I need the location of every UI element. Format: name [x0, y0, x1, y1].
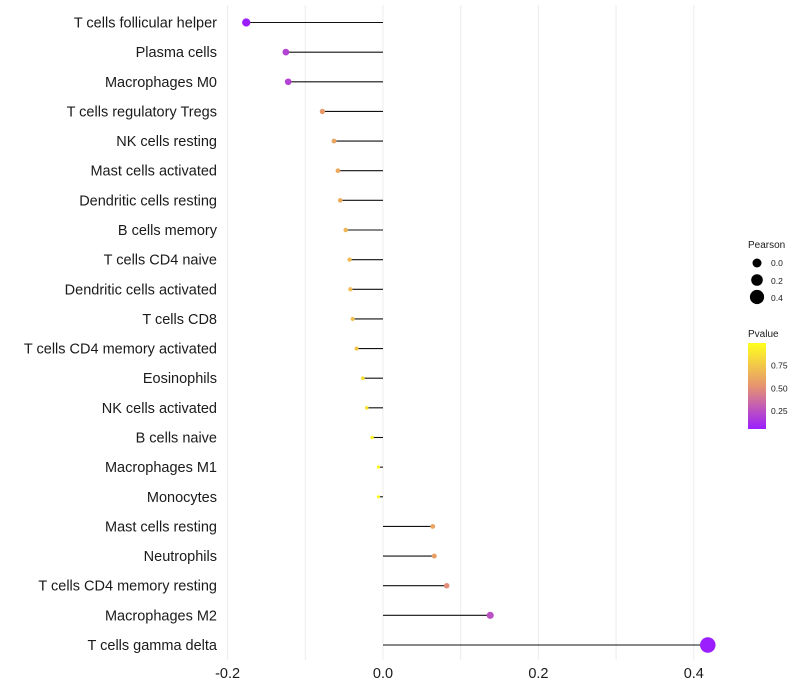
category-label: Macrophages M1 — [105, 460, 217, 476]
size-legend-dot — [752, 258, 762, 268]
color-legend-label: 0.50 — [771, 383, 788, 393]
data-point — [282, 48, 290, 56]
data-point — [347, 257, 352, 262]
x-tick-label: 0.2 — [528, 666, 548, 682]
size-legend-label: 0.0 — [771, 258, 783, 268]
data-point — [370, 435, 374, 440]
category-label: Mast cells resting — [105, 519, 217, 535]
category-label: NK cells activated — [102, 401, 217, 417]
data-point — [335, 168, 341, 174]
data-point — [486, 611, 494, 619]
category-label: Mast cells activated — [90, 164, 217, 180]
category-label: B cells memory — [118, 223, 218, 239]
category-label: T cells follicular helper — [74, 16, 217, 32]
data-point — [700, 637, 716, 653]
size-legend-title: Pearson — [748, 240, 785, 251]
data-point — [284, 78, 292, 86]
data-point — [430, 523, 436, 529]
x-tick-label: 0.4 — [684, 666, 704, 682]
x-axis-ticks: -0.2 0.0 0.2 0.4 — [215, 666, 704, 682]
category-label: Eosinophils — [143, 371, 217, 387]
category-label: T cells CD4 naive — [104, 253, 217, 269]
pearson-size-legend: Pearson 0.0 0.2 0.4 — [748, 240, 785, 305]
size-legend-label: 0.2 — [771, 276, 783, 286]
x-tick-label: -0.2 — [215, 666, 240, 682]
data-point — [360, 376, 365, 381]
category-label: T cells CD4 memory activated — [24, 342, 217, 358]
data-point — [348, 287, 353, 292]
category-label: Plasma cells — [136, 45, 217, 61]
data-point — [343, 227, 348, 233]
category-label: B cells naive — [136, 431, 217, 447]
data-point — [354, 346, 359, 351]
category-label: T cells gamma delta — [88, 638, 218, 654]
category-label: NK cells resting — [116, 134, 217, 150]
color-legend-label: 0.75 — [771, 361, 788, 371]
lollipop-points — [242, 18, 716, 653]
category-label: T cells CD4 memory resting — [38, 579, 217, 595]
data-point — [443, 582, 450, 589]
grid-lines — [227, 5, 695, 660]
data-point — [331, 138, 337, 144]
data-point — [376, 465, 380, 469]
x-tick-label: 0.0 — [373, 666, 393, 682]
data-point — [319, 108, 326, 115]
category-label: Macrophages M2 — [105, 608, 217, 624]
data-point — [242, 18, 251, 27]
category-label: Monocytes — [147, 490, 217, 506]
data-point — [350, 316, 355, 322]
size-legend-label: 0.4 — [771, 293, 783, 303]
size-legend-dot — [749, 289, 765, 305]
data-point — [364, 406, 369, 410]
category-label: Macrophages M0 — [105, 75, 217, 91]
data-point — [431, 553, 437, 559]
data-point — [376, 495, 380, 499]
category-label: T cells CD8 — [142, 312, 217, 328]
category-label: Neutrophils — [144, 549, 217, 565]
category-label: Dendritic cells resting — [79, 193, 217, 209]
category-label: T cells regulatory Tregs — [67, 104, 217, 120]
pvalue-colorbar — [748, 343, 766, 429]
color-legend-label: 0.25 — [771, 406, 788, 416]
size-legend-dot — [751, 274, 763, 286]
pvalue-color-legend: Pvalue 0.75 0.50 0.25 — [748, 329, 788, 429]
lollipop-stems — [246, 21, 708, 646]
color-legend-title: Pvalue — [748, 329, 779, 340]
category-label: Dendritic cells activated — [65, 282, 217, 298]
category-labels: T cells follicular helper Plasma cells Mac… — [24, 16, 218, 655]
data-point — [337, 198, 343, 203]
